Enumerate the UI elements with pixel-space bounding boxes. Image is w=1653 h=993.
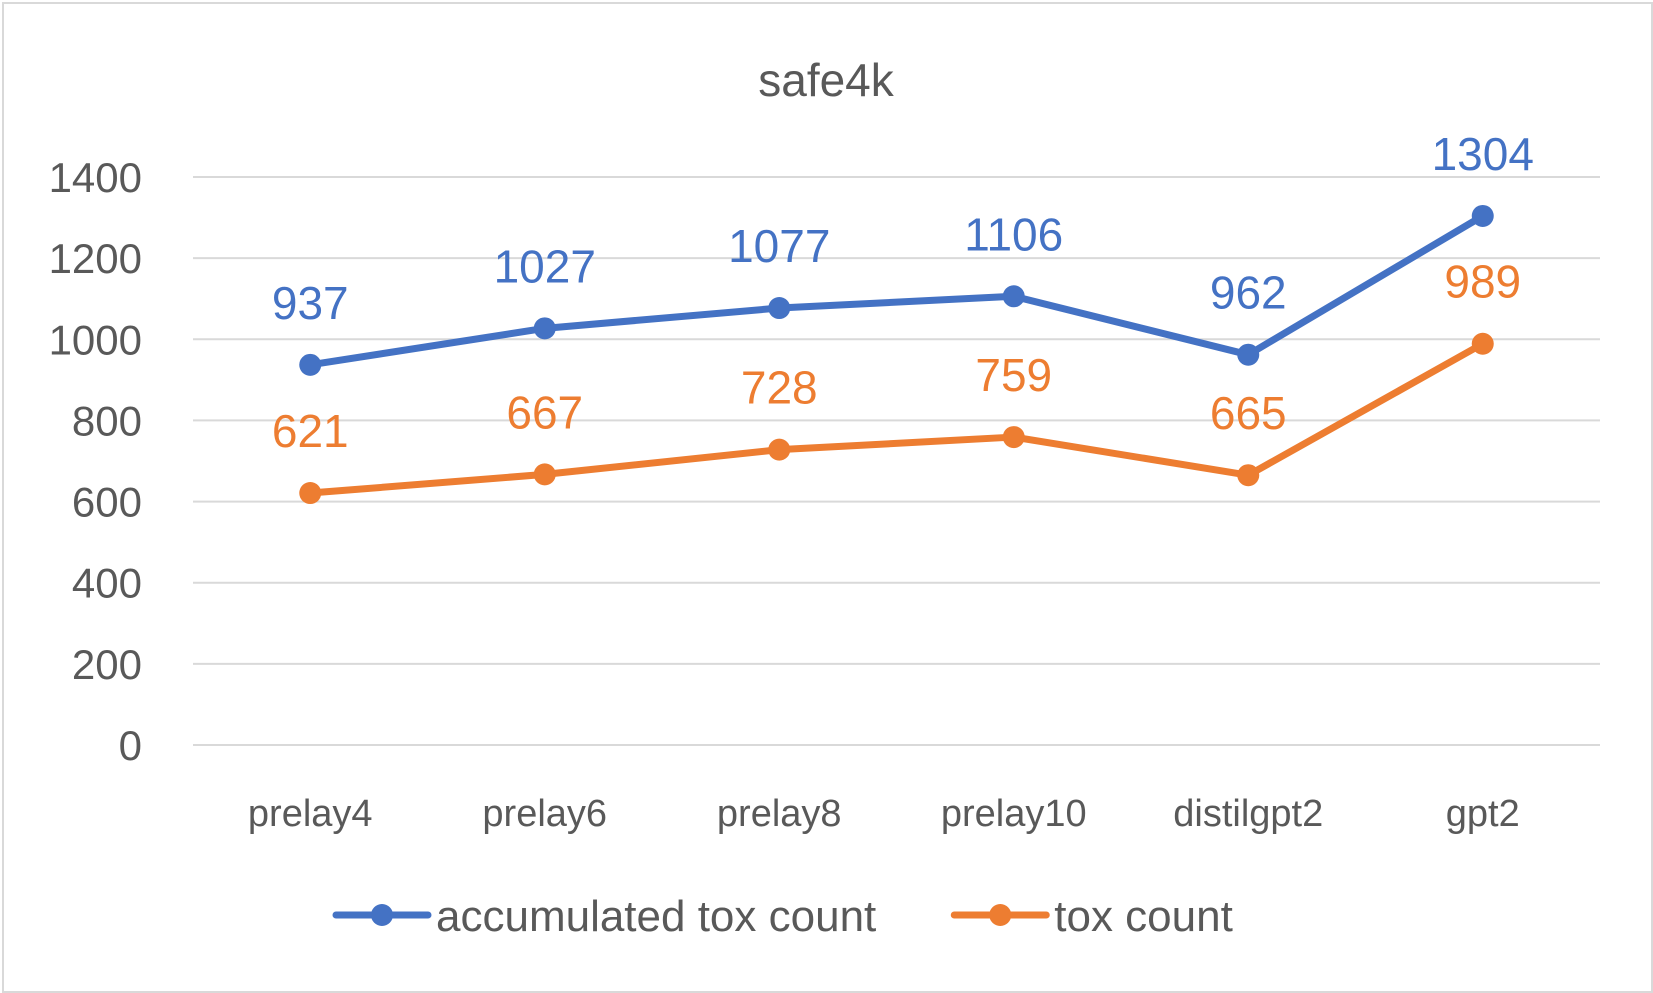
- data-point: [1237, 464, 1260, 487]
- x-tick-label: prelay10: [941, 793, 1087, 835]
- series-layer: [299, 204, 1494, 505]
- x-tick-label: prelay4: [248, 793, 373, 835]
- data-label: 1304: [1432, 128, 1534, 180]
- data-point: [299, 482, 322, 505]
- legend-marker: [371, 904, 393, 926]
- y-tick-label: 0: [119, 722, 142, 769]
- chart-title: safe4k: [758, 54, 895, 106]
- data-point: [1002, 426, 1025, 449]
- y-axis: 0 200 400 600 800 1000 1200 1400: [49, 154, 142, 769]
- legend-marker: [989, 904, 1012, 926]
- data-label: 665: [1210, 387, 1287, 439]
- data-point: [768, 438, 791, 461]
- legend: accumulated tox count tox count: [332, 892, 1233, 941]
- y-tick-label: 200: [72, 641, 142, 688]
- x-tick-label: prelay6: [482, 793, 607, 835]
- data-point: [1471, 204, 1494, 227]
- data-label: 1027: [494, 240, 596, 292]
- y-tick-label: 400: [72, 560, 142, 607]
- data-point: [768, 297, 791, 320]
- data-label: 667: [506, 386, 583, 438]
- x-tick-label: gpt2: [1446, 793, 1520, 835]
- data-label: 1106: [964, 208, 1063, 260]
- series-line: [306, 212, 1487, 369]
- data-label: 937: [272, 277, 349, 329]
- y-tick-label: 1000: [49, 316, 142, 363]
- y-tick-label: 1200: [49, 235, 142, 282]
- y-tick-label: 1400: [49, 154, 142, 201]
- data-labels: 937 1027 1077 1106 962 1304 621 667 728 759 665 989: [272, 128, 1534, 457]
- data-label: 989: [1444, 256, 1521, 308]
- series-line: [306, 340, 1487, 497]
- data-point: [533, 463, 556, 486]
- y-tick-label: 800: [72, 397, 142, 444]
- data-point: [1237, 343, 1260, 366]
- data-label: 1077: [728, 220, 830, 272]
- y-tick-label: 600: [72, 479, 142, 526]
- legend-label: accumulated tox count: [436, 892, 876, 941]
- x-axis: prelay4 prelay6 prelay8 prelay10 distilgpt2 g…: [248, 793, 1520, 835]
- data-label: 728: [741, 362, 818, 414]
- gridlines: [193, 176, 1600, 746]
- data-point: [533, 317, 556, 340]
- data-label: 759: [975, 349, 1052, 401]
- x-tick-label: prelay8: [717, 793, 842, 835]
- data-point: [1002, 285, 1025, 308]
- data-point: [299, 353, 322, 376]
- data-label: 621: [272, 405, 349, 457]
- x-tick-label: distilgpt2: [1173, 793, 1323, 835]
- legend-label: tox count: [1054, 892, 1233, 941]
- data-point: [1471, 332, 1494, 355]
- data-label: 962: [1210, 267, 1287, 319]
